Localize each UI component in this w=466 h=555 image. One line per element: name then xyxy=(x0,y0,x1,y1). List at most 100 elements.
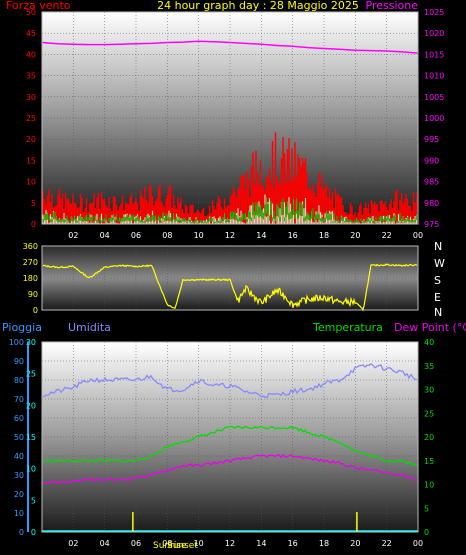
time-tick-label: 00 xyxy=(413,231,423,240)
temperature-tick-label: 25 xyxy=(424,409,434,418)
time-tick-label: 04 xyxy=(100,231,110,240)
rain-tick-label: 70 xyxy=(14,395,24,404)
pressure-line xyxy=(41,40,419,54)
rain-tick-label: 50 xyxy=(14,433,24,442)
temperature-tick-label: 40 xyxy=(424,338,434,347)
direction-tick-label: 180 xyxy=(23,274,38,283)
humidity-tick-label: 0 xyxy=(31,528,36,537)
temperature-axis-label: Temperatura xyxy=(312,321,383,334)
pressure-tick-label: 995 xyxy=(424,135,439,144)
temperature-tick-label: 10 xyxy=(424,481,434,490)
compass-s: S xyxy=(434,274,441,287)
direction-tick-label: 90 xyxy=(28,290,38,299)
humidity-tick-label: 25 xyxy=(26,370,36,379)
time-tick-label: 08 xyxy=(162,231,172,240)
rain-tick-label: 60 xyxy=(14,414,24,423)
pressure-tick-label: 1005 xyxy=(424,93,444,102)
wind-tick-label: 35 xyxy=(26,72,36,81)
temperature-line xyxy=(42,425,418,467)
humidity-tick-label: 20 xyxy=(26,401,36,410)
wind-tick-label: 45 xyxy=(26,29,36,38)
wind-tick-label: 50 xyxy=(26,8,36,17)
rain-axis-label: Pioggia xyxy=(2,321,42,334)
temperature-tick-label: 0 xyxy=(424,528,429,537)
wind-panel-frame xyxy=(41,11,419,225)
time-tick-label: 18 xyxy=(319,231,329,240)
time-tick-label: 00 xyxy=(413,539,423,548)
time-tick-label: 06 xyxy=(131,539,141,548)
pressure-tick-label: 980 xyxy=(424,199,439,208)
compass-n-top: N xyxy=(434,240,442,253)
humidity-tick-label: 15 xyxy=(26,433,36,442)
humidity-tick-label: 30 xyxy=(26,338,36,347)
pressure-tick-label: 1020 xyxy=(424,29,444,38)
time-tick-label: 12 xyxy=(225,539,235,548)
rain-tick-label: 20 xyxy=(14,490,24,499)
time-tick-label: 14 xyxy=(256,539,266,548)
time-tick-label: 10 xyxy=(194,231,204,240)
rain-tick-label: 80 xyxy=(14,376,24,385)
wind-tick-label: 20 xyxy=(26,135,36,144)
wind-tick-label: 5 xyxy=(31,199,36,208)
pressure-tick-label: 1015 xyxy=(424,50,444,59)
compass-w: W xyxy=(434,257,445,270)
wind-tick-label: 15 xyxy=(26,156,36,165)
temperature-tick-label: 30 xyxy=(424,386,434,395)
pressure-tick-label: 1010 xyxy=(424,72,444,81)
temperature-tick-label: 20 xyxy=(424,433,434,442)
time-tick-label: 02 xyxy=(68,539,78,548)
time-tick-label: 14 xyxy=(256,231,266,240)
time-tick-label: 20 xyxy=(350,539,360,548)
time-tick-label: 16 xyxy=(288,539,298,548)
humidity-tick-label: 5 xyxy=(31,496,36,505)
wind-tick-label: 40 xyxy=(26,50,36,59)
panel-temp-bg xyxy=(42,342,418,532)
temperature-tick-label: 35 xyxy=(424,362,434,371)
wind-tick-label: 30 xyxy=(26,93,36,102)
time-tick-label: 04 xyxy=(100,539,110,548)
dewpoint-axis-label: Dew Point (°C) xyxy=(394,321,466,334)
wind-gust-line xyxy=(42,197,417,224)
humidity-tick-label: 10 xyxy=(26,465,36,474)
compass-n-bottom: N xyxy=(434,306,442,319)
pressure-axis-label: Pressione xyxy=(366,0,419,12)
time-tick-label: 12 xyxy=(225,231,235,240)
direction-tick-label: 270 xyxy=(23,258,38,267)
pressure-tick-label: 990 xyxy=(424,156,439,165)
pressure-tick-label: 1000 xyxy=(424,114,444,123)
temperature-tick-label: 5 xyxy=(424,504,429,513)
wind-tick-label: 25 xyxy=(26,114,36,123)
sunrise-label: Sunrise xyxy=(153,541,187,551)
rain-tick-label: 0 xyxy=(19,528,24,537)
rain-tick-label: 100 xyxy=(9,338,24,347)
time-tick-label: 22 xyxy=(382,231,392,240)
time-tick-label: 22 xyxy=(382,539,392,548)
direction-tick-label: 0 xyxy=(33,306,38,315)
time-tick-label: 08 xyxy=(162,539,172,548)
direction-tick-label: 360 xyxy=(23,242,38,251)
pressure-tick-label: 985 xyxy=(424,178,439,187)
time-tick-label: 10 xyxy=(194,539,204,548)
rain-tick-label: 10 xyxy=(14,509,24,518)
wind-tick-label: 10 xyxy=(26,178,36,187)
compass-e: E xyxy=(434,291,441,304)
time-tick-label: 18 xyxy=(319,539,329,548)
rain-tick-label: 30 xyxy=(14,471,24,480)
pressure-tick-label: 1025 xyxy=(424,8,444,17)
humidity-line xyxy=(42,362,418,399)
wind-tick-label: 0 xyxy=(31,220,36,229)
wind-axis-label: Forza vento xyxy=(6,0,71,12)
rain-tick-label: 90 xyxy=(14,357,24,366)
time-tick-label: 06 xyxy=(131,231,141,240)
pressure-tick-label: 975 xyxy=(424,220,439,229)
time-tick-label: 20 xyxy=(350,231,360,240)
dewpoint-line xyxy=(42,453,418,485)
temperature-tick-label: 15 xyxy=(424,457,434,466)
humidity-axis-label: Umidita xyxy=(68,321,111,334)
chart-title: 24 hour graph day : 28 Maggio 2025 xyxy=(157,0,359,12)
time-tick-label: 02 xyxy=(68,231,78,240)
direction-panel-frame xyxy=(41,245,419,311)
rain-tick-label: 40 xyxy=(14,452,24,461)
wind-direction-line xyxy=(42,263,418,312)
